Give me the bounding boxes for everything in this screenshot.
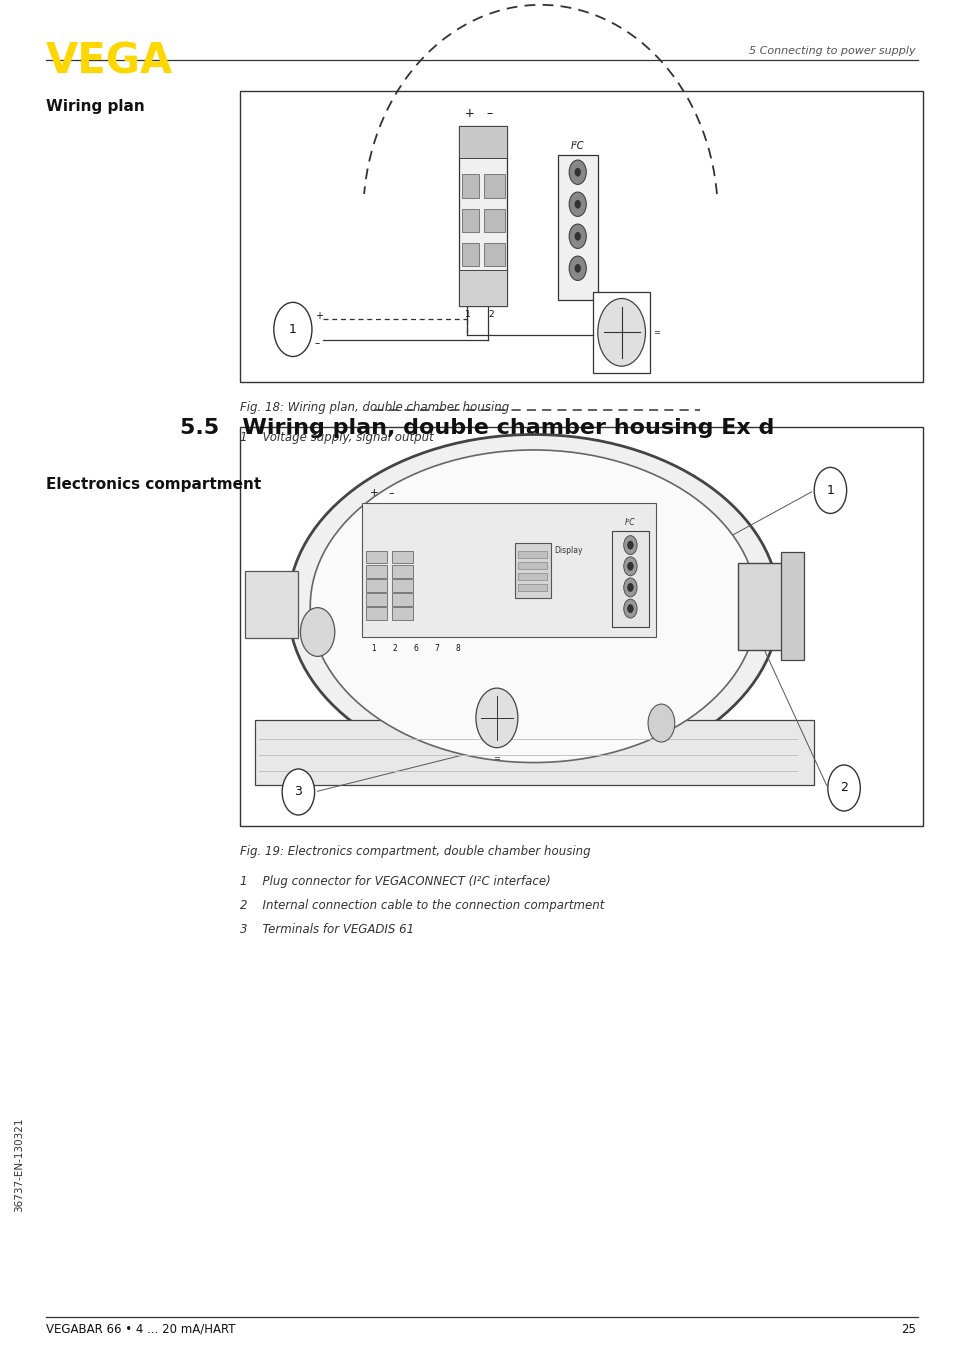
Circle shape <box>627 542 633 550</box>
Circle shape <box>627 562 633 570</box>
Bar <box>517 551 546 558</box>
Bar <box>365 565 386 578</box>
Text: 6: 6 <box>413 645 417 653</box>
Text: +: + <box>465 107 475 121</box>
Bar <box>517 574 546 580</box>
Circle shape <box>813 467 845 513</box>
Bar <box>612 531 648 627</box>
Circle shape <box>627 604 633 612</box>
Text: Fig. 19: Electronics compartment, double chamber housing: Fig. 19: Electronics compartment, double… <box>240 845 591 858</box>
Text: 5 Connecting to power supply: 5 Connecting to power supply <box>748 46 915 56</box>
Circle shape <box>569 160 586 184</box>
Text: I²C: I²C <box>624 517 635 527</box>
Bar <box>514 543 550 597</box>
Text: =: = <box>493 754 500 764</box>
Text: 36737-EN-130321: 36737-EN-130321 <box>14 1117 24 1212</box>
Text: Wiring plan: Wiring plan <box>46 99 145 114</box>
Text: 5.5   Wiring plan, double chamber housing Ex d: 5.5 Wiring plan, double chamber housing … <box>179 418 774 439</box>
Text: 7: 7 <box>434 645 438 653</box>
Ellipse shape <box>288 435 779 779</box>
Text: +: + <box>314 311 322 321</box>
Text: 1    Voltage supply, signal output: 1 Voltage supply, signal output <box>240 431 434 444</box>
Bar <box>484 242 505 267</box>
Text: +: + <box>369 487 377 498</box>
Bar <box>365 551 386 563</box>
Bar <box>254 720 813 785</box>
Bar <box>365 593 386 605</box>
Circle shape <box>647 704 674 742</box>
Text: –: – <box>388 487 394 498</box>
Bar <box>392 565 413 578</box>
Text: –: – <box>314 338 320 348</box>
Bar <box>462 209 479 232</box>
Bar <box>517 585 546 592</box>
Text: 2    Internal connection cable to the connection compartment: 2 Internal connection cable to the conne… <box>240 899 604 913</box>
Text: 1: 1 <box>371 645 375 653</box>
Text: 25: 25 <box>900 1323 915 1336</box>
Bar <box>558 154 598 301</box>
Bar <box>593 291 650 372</box>
Text: 1: 1 <box>465 310 471 320</box>
Text: Fig. 18: Wiring plan, double chamber housing: Fig. 18: Wiring plan, double chamber hou… <box>240 401 509 414</box>
Text: 2: 2 <box>840 781 847 795</box>
Circle shape <box>598 298 645 366</box>
Text: 8: 8 <box>455 645 459 653</box>
Circle shape <box>300 608 335 657</box>
Bar <box>392 607 413 620</box>
Bar <box>737 563 796 650</box>
Circle shape <box>623 598 637 617</box>
Circle shape <box>476 688 517 747</box>
Bar <box>484 175 505 198</box>
Text: 3    Terminals for VEGADIS 61: 3 Terminals for VEGADIS 61 <box>240 923 415 937</box>
Bar <box>365 580 386 592</box>
Bar <box>240 427 922 826</box>
Text: I²C: I²C <box>571 141 584 150</box>
Circle shape <box>575 264 580 272</box>
Bar <box>361 504 656 638</box>
Text: VEGA: VEGA <box>46 41 172 83</box>
Bar <box>392 551 413 563</box>
Text: =: = <box>652 328 659 337</box>
Bar <box>484 209 505 232</box>
Circle shape <box>569 256 586 280</box>
Circle shape <box>623 556 637 575</box>
Circle shape <box>274 302 312 356</box>
Circle shape <box>827 765 860 811</box>
Bar <box>392 593 413 605</box>
Text: 3: 3 <box>294 785 302 799</box>
Bar <box>392 580 413 592</box>
Circle shape <box>623 578 637 597</box>
Text: 1: 1 <box>825 483 834 497</box>
Circle shape <box>623 536 637 555</box>
Circle shape <box>627 584 633 592</box>
Text: –: – <box>486 107 492 121</box>
Bar <box>517 562 546 569</box>
Bar <box>245 570 297 638</box>
Bar <box>240 91 922 382</box>
Ellipse shape <box>310 450 757 762</box>
Text: VEGABAR 66 • 4 ... 20 mA/HART: VEGABAR 66 • 4 ... 20 mA/HART <box>46 1323 235 1336</box>
Circle shape <box>575 233 580 241</box>
Text: 1: 1 <box>289 322 296 336</box>
Bar <box>462 242 479 267</box>
Text: Display: Display <box>554 547 582 555</box>
Bar <box>459 269 507 306</box>
Bar <box>459 126 507 306</box>
Text: 1    Plug connector for VEGACONNECT (I²C interface): 1 Plug connector for VEGACONNECT (I²C in… <box>240 875 551 888</box>
Bar <box>459 126 507 158</box>
Circle shape <box>575 200 580 209</box>
Circle shape <box>575 168 580 176</box>
Text: 2: 2 <box>392 645 396 653</box>
Circle shape <box>569 223 586 248</box>
Circle shape <box>569 192 586 217</box>
Bar <box>462 175 479 198</box>
Circle shape <box>282 769 314 815</box>
Text: Electronics compartment: Electronics compartment <box>46 477 261 492</box>
Bar <box>365 607 386 620</box>
Text: 2: 2 <box>488 310 493 320</box>
Bar <box>780 552 803 661</box>
